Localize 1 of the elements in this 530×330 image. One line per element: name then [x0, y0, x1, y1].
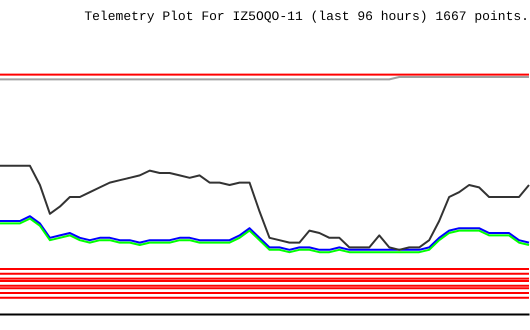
- chart-title: Telemetry Plot For IZ5OQO-11 (last 96 hours) 1667 points.: [84, 9, 529, 24]
